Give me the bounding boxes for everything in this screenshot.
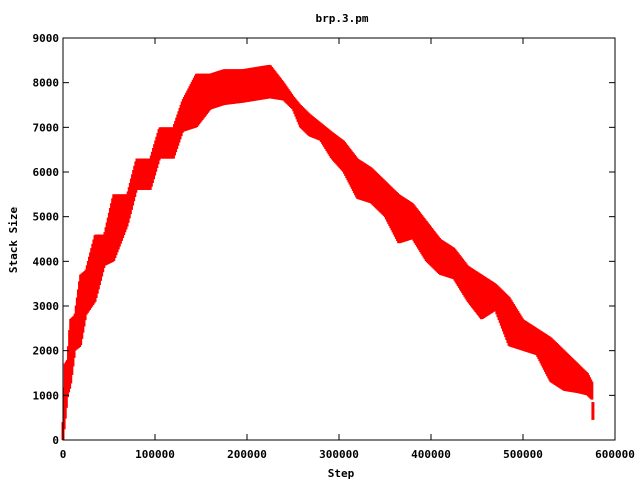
y-tick-label: 3000 bbox=[33, 300, 60, 313]
y-tick-label: 0 bbox=[52, 434, 59, 447]
y-tick-label: 5000 bbox=[33, 211, 60, 224]
x-tick-label: 400000 bbox=[411, 448, 451, 461]
plot-frame bbox=[62, 37, 616, 441]
y-tick-label: 9000 bbox=[33, 32, 60, 45]
x-tick-label: 200000 bbox=[227, 448, 267, 461]
x-tick-label: 0 bbox=[60, 448, 67, 461]
x-tick-label: 100000 bbox=[135, 448, 175, 461]
y-axis-label: Stack Size bbox=[7, 207, 20, 274]
axis-layer: 0 100000 200000 300000 400000 500000 600000 0 10… bbox=[33, 32, 635, 461]
y-tick-label: 1000 bbox=[33, 389, 60, 402]
y-tick-label: 2000 bbox=[33, 345, 60, 358]
x-axis-label: Step bbox=[328, 467, 355, 480]
x-tick-label: 500000 bbox=[503, 448, 543, 461]
x-tick-label: 300000 bbox=[319, 448, 359, 461]
x-tick-label: 600000 bbox=[595, 448, 635, 461]
y-tick-label: 4000 bbox=[33, 255, 60, 268]
y-tick-label: 8000 bbox=[33, 77, 60, 90]
y-tick-label: 7000 bbox=[33, 121, 60, 134]
y-tick-label: 6000 bbox=[33, 166, 60, 179]
data-layer bbox=[61, 64, 595, 440]
chart-title: brp.3.pm bbox=[316, 12, 369, 25]
